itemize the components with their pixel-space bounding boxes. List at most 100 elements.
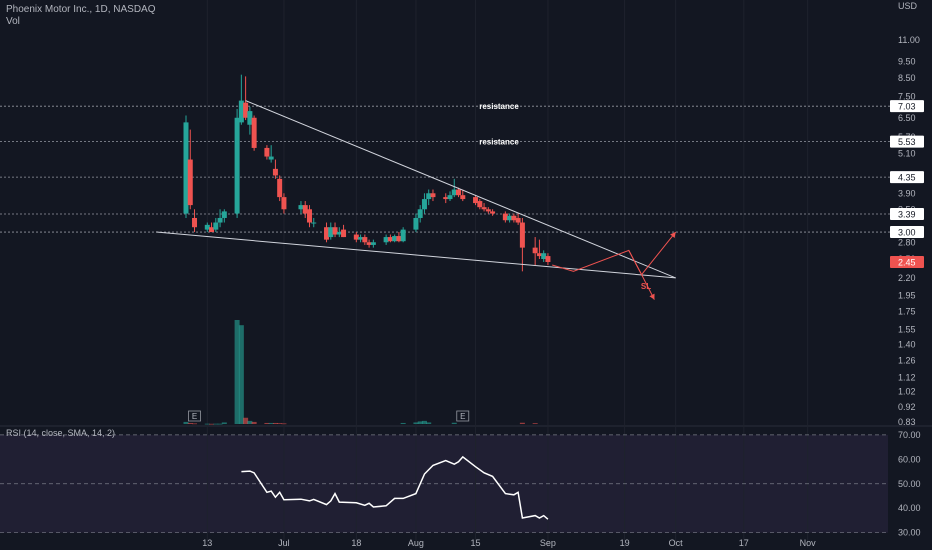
projection-arrowhead xyxy=(670,232,676,238)
volume-bar xyxy=(209,423,215,425)
candle-body xyxy=(264,147,270,157)
x-tick-label: 13 xyxy=(202,538,212,548)
y-tick-label: 1.12 xyxy=(898,373,916,383)
candle-body xyxy=(183,122,189,214)
candle-body xyxy=(421,199,427,210)
candle-body xyxy=(417,209,423,218)
y-tick-label: 9.50 xyxy=(898,57,916,67)
resistance-annotation: resistance xyxy=(479,102,519,111)
candle-body xyxy=(277,178,283,198)
y-tick-label: 3.90 xyxy=(898,188,916,198)
y-tick-label: 5.10 xyxy=(898,149,916,159)
volume-bar xyxy=(417,421,423,424)
volume-bar xyxy=(217,423,223,425)
x-tick-label: Sep xyxy=(540,538,556,548)
candle-body xyxy=(353,234,359,240)
candle-body xyxy=(234,117,240,214)
candle-body xyxy=(247,111,253,125)
candle-body xyxy=(209,227,215,233)
volume-bar xyxy=(251,421,257,424)
candle-body xyxy=(324,227,330,240)
volume-bar xyxy=(451,422,457,424)
volume-bar xyxy=(519,422,525,424)
y-tick-label: 2.80 xyxy=(898,237,916,247)
candle-body xyxy=(332,227,338,235)
candle-body xyxy=(485,209,491,212)
candle-body xyxy=(460,195,466,200)
rsi-y-tick-label: 30.00 xyxy=(898,528,921,538)
candle-body xyxy=(536,253,542,257)
y-tick-label: 1.26 xyxy=(898,355,916,365)
candle-body xyxy=(306,209,312,223)
y-tick-label: 1.02 xyxy=(898,387,916,397)
projection-arrowhead xyxy=(649,293,655,300)
volume-bar xyxy=(272,422,278,424)
candle-body xyxy=(502,213,508,221)
candle-body xyxy=(213,222,219,230)
x-tick-label: 19 xyxy=(620,538,630,548)
volume-bar xyxy=(281,423,287,425)
y-tick-label: 1.40 xyxy=(898,340,916,350)
y-tick-label: 1.75 xyxy=(898,307,916,317)
x-tick-label: Oct xyxy=(669,538,684,548)
price-label-box xyxy=(890,255,924,268)
y-tick-label: 8.50 xyxy=(898,73,916,83)
candle-body xyxy=(192,217,198,228)
volume-bar xyxy=(204,423,210,425)
trendline xyxy=(156,231,676,279)
trendline xyxy=(245,100,676,279)
candle-body xyxy=(362,237,368,243)
volume-bar xyxy=(243,417,249,424)
y-tick-label: 11.00 xyxy=(898,35,920,45)
price-label-box xyxy=(890,135,924,148)
candle-body xyxy=(456,189,462,196)
candle-body xyxy=(204,224,210,230)
resistance-annotation: resistance xyxy=(479,138,519,147)
candle-body xyxy=(447,195,453,200)
candle-body xyxy=(541,253,547,260)
symbol-title: Phoenix Motor Inc., 1D, NASDAQ xyxy=(6,4,156,15)
x-tick-label: Aug xyxy=(408,538,424,548)
volume-bar xyxy=(247,420,253,424)
volume-bar xyxy=(213,423,219,425)
rsi-title: RSI (14, close, SMA, 14, 2) xyxy=(6,428,115,438)
candle-body xyxy=(281,197,287,210)
earnings-marker-label: E xyxy=(192,412,197,421)
candle-body xyxy=(430,193,436,198)
rsi-y-tick-label: 60.00 xyxy=(898,454,921,464)
candle-body xyxy=(387,237,393,242)
candle-body xyxy=(490,211,496,214)
candle-body xyxy=(251,117,257,148)
candle-body xyxy=(477,201,483,208)
candle-body xyxy=(507,215,513,221)
earnings-marker xyxy=(188,410,201,422)
y-tick-label: 6.50 xyxy=(898,113,916,123)
y-tick-label: 7.50 xyxy=(898,92,916,102)
candle-body xyxy=(311,222,317,224)
candle-body xyxy=(473,197,479,204)
candle-body xyxy=(328,227,334,238)
price-label: 7.03 xyxy=(898,102,916,112)
volume-bar xyxy=(192,423,198,425)
candle-body xyxy=(481,207,487,210)
stop-loss-annotation: SL xyxy=(641,282,651,291)
volume-bar xyxy=(187,422,193,424)
volume-bar xyxy=(234,320,240,424)
candle-body xyxy=(519,222,525,248)
candle-body xyxy=(413,217,419,230)
projection-path xyxy=(628,250,655,300)
candle-body xyxy=(383,237,389,243)
candle-body xyxy=(243,102,249,118)
earnings-marker-label: E xyxy=(460,412,465,421)
rsi-y-tick-label: 70.00 xyxy=(898,430,921,440)
volume-bar xyxy=(400,422,406,424)
candle-body xyxy=(370,242,376,245)
earnings-marker xyxy=(456,410,470,422)
rsi-y-tick-label: 50.00 xyxy=(898,479,921,489)
x-tick-label: 18 xyxy=(351,538,361,548)
volume-bar xyxy=(426,422,432,424)
price-label: 4.35 xyxy=(898,173,916,183)
x-tick-label: Jul xyxy=(278,538,290,548)
candle-body xyxy=(545,256,551,262)
